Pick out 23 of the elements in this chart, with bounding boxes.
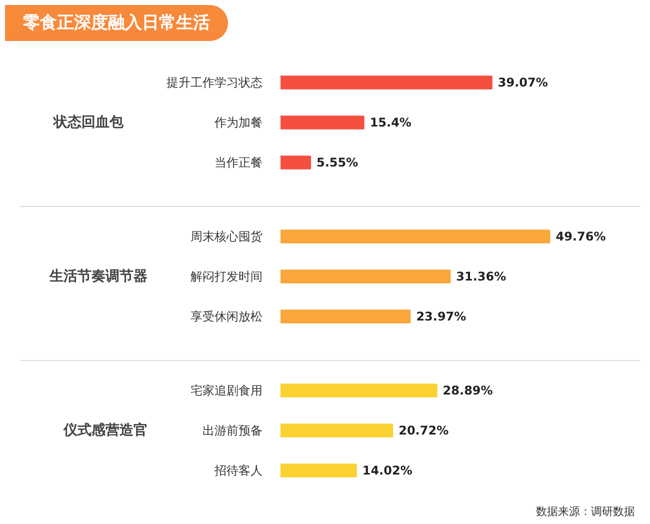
text: 零食正深度融入日常生活	[5, 5, 228, 42]
y-tick-label: 作为加餐	[214, 116, 262, 130]
data-label: 23.97%	[416, 310, 466, 324]
data-label: 15.4%	[370, 116, 412, 130]
source-note: 数据来源：调研数据	[535, 504, 635, 520]
data-label: 28.89%	[442, 384, 493, 398]
y-tick-label: 解闷打发时间	[190, 270, 262, 284]
y-tick-label: 出游前预备	[202, 424, 262, 438]
y-axis-title: 生活节奏调节器	[48, 268, 148, 284]
y-tick-label: 宅家追剧食用	[190, 384, 262, 398]
y-axis-title: 仪式感营造官	[62, 422, 148, 438]
data-label: 39.07%	[498, 76, 548, 90]
y-tick-label: 招待客人	[214, 464, 262, 478]
y-tick-label: 提升工作学习状态	[166, 76, 262, 90]
data-label: 31.36%	[456, 270, 506, 284]
data-label: 14.02%	[362, 464, 412, 478]
y-tick-label: 享受休闲放松	[190, 310, 262, 324]
data-label: 20.72%	[398, 424, 449, 438]
y-axis-title: 状态回血包	[52, 114, 124, 130]
y-tick-label: 当作正餐	[214, 156, 262, 170]
data-label: 49.76%	[556, 230, 606, 244]
data-label: 5.55%	[316, 156, 358, 170]
y-tick-label: 周末核心囤货	[190, 230, 262, 244]
